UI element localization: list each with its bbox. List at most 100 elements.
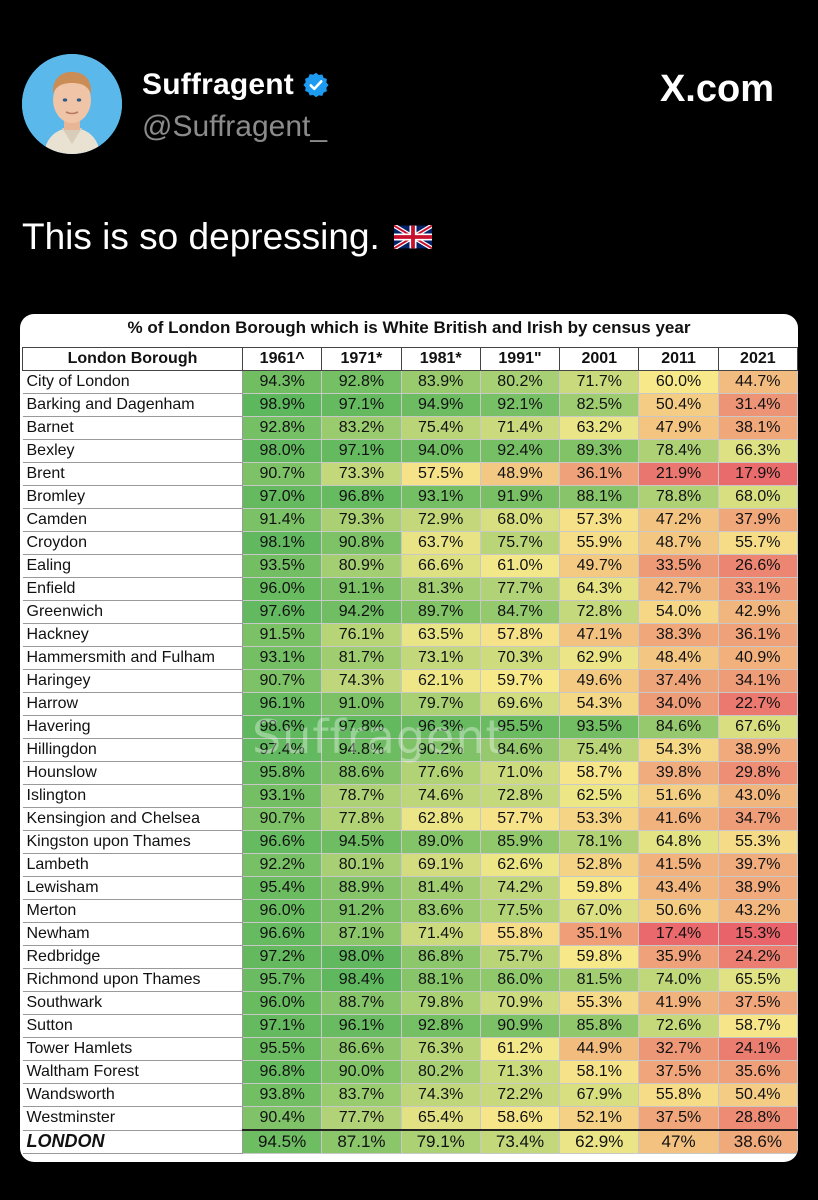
x-logo: X.com xyxy=(660,68,774,111)
percent-cell: 81.4% xyxy=(400,876,481,900)
table-row: Redbridge 97.2% 98.0% 86.8% 75.7% 59.8% 35.9% 2… xyxy=(22,945,798,969)
percent-cell: 96.0% xyxy=(241,991,323,1015)
chart-image[interactable]: % of London Borough which is White Briti… xyxy=(20,314,798,1162)
percent-cell: 82.5% xyxy=(559,393,640,417)
percent-cell: 77.8% xyxy=(321,807,402,831)
percent-cell: 60.0% xyxy=(638,370,719,394)
percent-cell: 88.1% xyxy=(400,968,481,992)
percent-cell: 55.9% xyxy=(559,531,640,555)
percent-cell: 34.7% xyxy=(717,807,798,831)
percent-cell: 75.7% xyxy=(479,945,561,969)
percent-cell: 90.7% xyxy=(241,807,323,831)
percent-cell: 59.8% xyxy=(559,945,640,969)
column-header-year: 1991" xyxy=(479,347,561,371)
percent-cell: 73.3% xyxy=(321,462,402,486)
percent-cell: 79.1% xyxy=(400,1129,481,1154)
percent-cell: 74.2% xyxy=(479,876,561,900)
percent-cell: 86.8% xyxy=(400,945,481,969)
percent-cell: 55.3% xyxy=(717,830,798,854)
percent-cell: 96.1% xyxy=(321,1014,402,1038)
percent-cell: 64.3% xyxy=(559,577,640,601)
percent-cell: 50.4% xyxy=(638,393,719,417)
column-header-year: 1971* xyxy=(321,347,402,371)
percent-cell: 57.3% xyxy=(559,508,640,532)
avatar[interactable] xyxy=(22,54,122,154)
borough-name: Kensingion and Chelsea xyxy=(22,807,243,831)
percent-cell: 89.7% xyxy=(400,600,481,624)
percent-cell: 90.7% xyxy=(241,669,323,693)
percent-cell: 36.1% xyxy=(717,623,798,647)
table-header-row: London Borough 1961^ 1971* 1981* 1991" 2001 20… xyxy=(22,347,798,371)
percent-cell: 80.2% xyxy=(479,370,561,394)
percent-cell: 75.4% xyxy=(559,738,640,762)
column-header-borough: London Borough xyxy=(22,347,243,371)
percent-cell: 92.8% xyxy=(321,370,402,394)
percent-cell: 72.8% xyxy=(479,784,561,808)
table-row: Wandsworth 93.8% 83.7% 74.3% 72.2% 67.9% 55.8%… xyxy=(22,1083,798,1107)
census-table: London Borough 1961^ 1971* 1981* 1991" 2001 20… xyxy=(22,347,798,1154)
percent-cell: 69.6% xyxy=(479,692,561,716)
percent-cell: 95.5% xyxy=(479,715,561,739)
percent-cell: 95.4% xyxy=(241,876,323,900)
percent-cell: 94.3% xyxy=(241,370,323,394)
percent-cell: 81.5% xyxy=(559,968,640,992)
percent-cell: 72.8% xyxy=(559,600,640,624)
percent-cell: 79.7% xyxy=(400,692,481,716)
percent-cell: 91.1% xyxy=(321,577,402,601)
percent-cell: 92.4% xyxy=(479,439,561,463)
percent-cell: 78.8% xyxy=(638,485,719,509)
percent-cell: 43.0% xyxy=(717,784,798,808)
percent-cell: 97.8% xyxy=(321,715,402,739)
percent-cell: 75.7% xyxy=(479,531,561,555)
percent-cell: 93.1% xyxy=(241,646,323,670)
percent-cell: 48.4% xyxy=(638,646,719,670)
borough-name: Wandsworth xyxy=(22,1083,243,1107)
percent-cell: 84.7% xyxy=(479,600,561,624)
percent-cell: 49.7% xyxy=(559,554,640,578)
percent-cell: 95.7% xyxy=(241,968,323,992)
percent-cell: 47.9% xyxy=(638,416,719,440)
percent-cell: 96.6% xyxy=(241,830,323,854)
percent-cell: 76.1% xyxy=(321,623,402,647)
table-row: Lewisham 95.4% 88.9% 81.4% 74.2% 59.8% 43.4% 38… xyxy=(22,876,798,900)
percent-cell: 38.9% xyxy=(717,738,798,762)
borough-name: Hackney xyxy=(22,623,243,647)
borough-name: Barking and Dagenham xyxy=(22,393,243,417)
column-header-year: 1961^ xyxy=(241,347,323,371)
borough-name: LONDON xyxy=(22,1129,243,1154)
borough-name: Redbridge xyxy=(22,945,243,969)
borough-name: Greenwich xyxy=(22,600,243,624)
author-handle[interactable]: @Suffragent_ xyxy=(142,110,328,143)
site-label: X.com xyxy=(659,68,774,110)
percent-cell: 42.9% xyxy=(717,600,798,624)
percent-cell: 90.2% xyxy=(400,738,481,762)
percent-cell: 41.5% xyxy=(638,853,719,877)
percent-cell: 79.3% xyxy=(321,508,402,532)
table-row: Richmond upon Thames 95.7% 98.4% 88.1% 86.0%… xyxy=(22,968,798,992)
percent-cell: 37.4% xyxy=(638,669,719,693)
percent-cell: 39.7% xyxy=(717,853,798,877)
percent-cell: 74.6% xyxy=(400,784,481,808)
percent-cell: 92.2% xyxy=(241,853,323,877)
percent-cell: 51.6% xyxy=(638,784,719,808)
author-name[interactable]: Suffragent xyxy=(142,68,294,101)
percent-cell: 95.5% xyxy=(241,1037,323,1061)
percent-cell: 66.6% xyxy=(400,554,481,578)
percent-cell: 32.7% xyxy=(638,1037,719,1061)
borough-name: Brent xyxy=(22,462,243,486)
borough-name: Camden xyxy=(22,508,243,532)
author-row: Suffragent xyxy=(142,68,330,102)
percent-cell: 86.0% xyxy=(479,968,561,992)
percent-cell: 50.4% xyxy=(717,1083,798,1107)
table-row: Waltham Forest 96.8% 90.0% 80.2% 71.3% 58.1% 3… xyxy=(22,1060,798,1084)
table-row: Sutton 97.1% 96.1% 92.8% 90.9% 85.8% 72.6% 58.7… xyxy=(22,1014,798,1038)
percent-cell: 62.6% xyxy=(479,853,561,877)
percent-cell: 93.8% xyxy=(241,1083,323,1107)
percent-cell: 74.3% xyxy=(321,669,402,693)
percent-cell: 96.8% xyxy=(321,485,402,509)
percent-cell: 37.5% xyxy=(638,1060,719,1084)
percent-cell: 77.7% xyxy=(479,577,561,601)
percent-cell: 65.5% xyxy=(717,968,798,992)
percent-cell: 35.9% xyxy=(638,945,719,969)
percent-cell: 62.8% xyxy=(400,807,481,831)
